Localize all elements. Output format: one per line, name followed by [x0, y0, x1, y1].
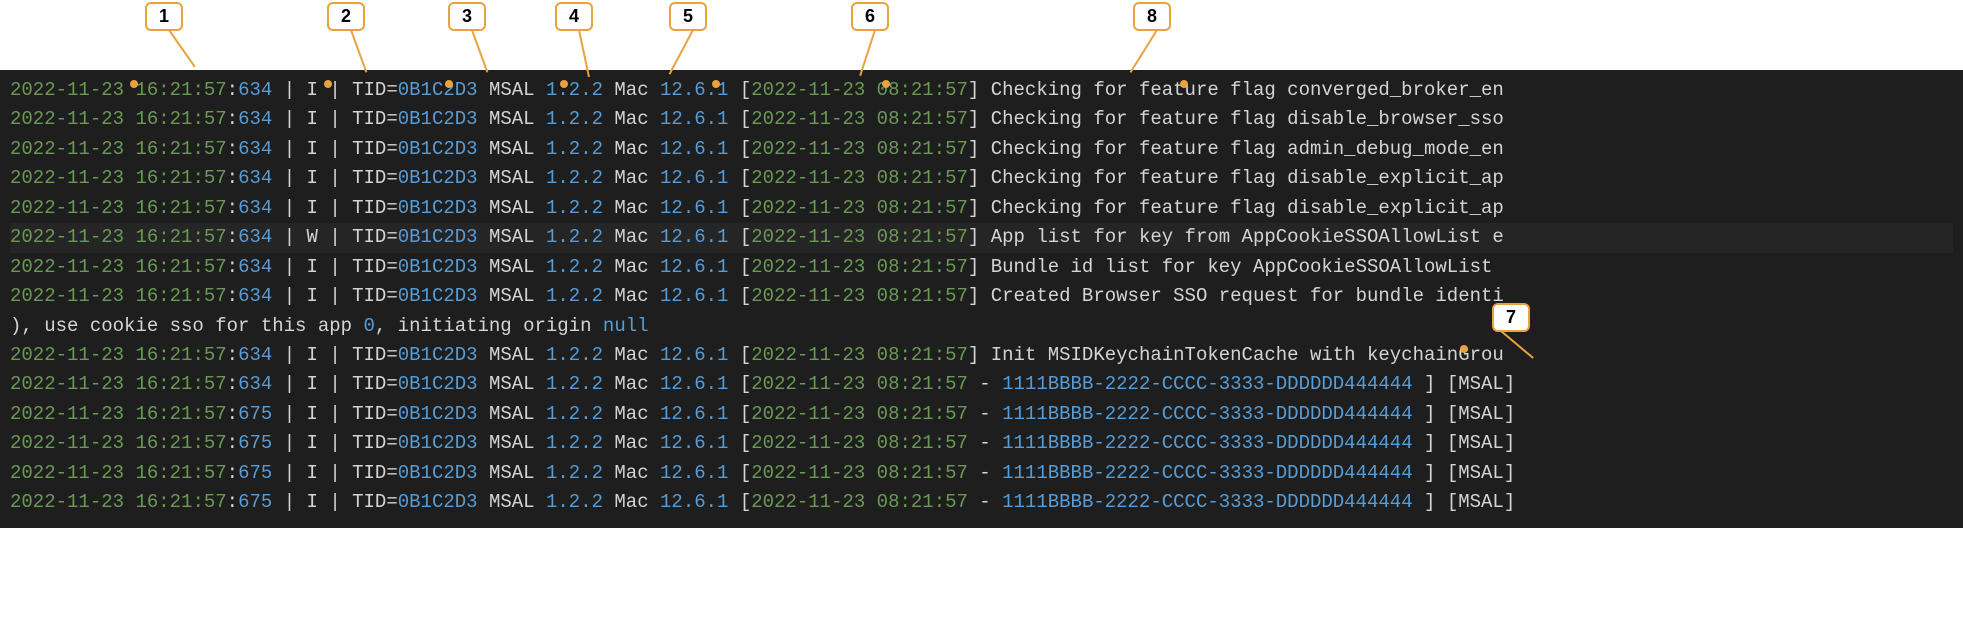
callout-box: 5: [669, 2, 707, 31]
callout-dot: [324, 80, 332, 88]
log-line: 2022-11-23 16:21:57:634 | I | TID=0B1C2D…: [10, 253, 1953, 282]
log-line: 2022-11-23 16:21:57:634 | I | TID=0B1C2D…: [10, 105, 1953, 134]
log-line-guid: 2022-11-23 16:21:57:675 | I | TID=0B1C2D…: [10, 459, 1953, 488]
log-line: 2022-11-23 16:21:57:634 | I | TID=0B1C2D…: [10, 76, 1953, 105]
callout-dot: [560, 80, 568, 88]
log-line: 2022-11-23 16:21:57:634 | I | TID=0B1C2D…: [10, 282, 1953, 311]
callout-box: 7: [1492, 303, 1530, 332]
callout-dot: [1460, 345, 1468, 353]
log-line: 2022-11-23 16:21:57:634 | I | TID=0B1C2D…: [10, 341, 1953, 370]
callout-dot: [130, 80, 138, 88]
callout-dot: [712, 80, 720, 88]
callout-box: 8: [1133, 2, 1171, 31]
callout-row: 1 2 3 4 5 6 8: [0, 0, 1963, 70]
callout-box: 6: [851, 2, 889, 31]
callout-dot: [445, 80, 453, 88]
log-line-guid: 2022-11-23 16:21:57:675 | I | TID=0B1C2D…: [10, 429, 1953, 458]
callout-box: 1: [145, 2, 183, 31]
log-line: 2022-11-23 16:21:57:634 | I | TID=0B1C2D…: [10, 194, 1953, 223]
log-line-guid: 2022-11-23 16:21:57:675 | I | TID=0B1C2D…: [10, 400, 1953, 429]
callout-box: 3: [448, 2, 486, 31]
log-line-guid: 2022-11-23 16:21:57:675 | I | TID=0B1C2D…: [10, 488, 1953, 517]
callout-8: 8: [1133, 2, 1171, 31]
callout-5: 5: [669, 2, 707, 31]
log-line: 2022-11-23 16:21:57:634 | I | TID=0B1C2D…: [10, 164, 1953, 193]
callout-3: 3: [448, 2, 486, 31]
callout-2: 2: [327, 2, 365, 31]
log-line-continuation: ), use cookie sso for this app 0, initia…: [10, 312, 1953, 341]
callout-4: 4: [555, 2, 593, 31]
log-viewer: 2022-11-23 16:21:57:634 | I | TID=0B1C2D…: [0, 70, 1963, 528]
log-line: 2022-11-23 16:21:57:634 | I | TID=0B1C2D…: [10, 135, 1953, 164]
callout-box: 2: [327, 2, 365, 31]
callout-1: 1: [145, 2, 183, 31]
log-line-guid: 2022-11-23 16:21:57:634 | I | TID=0B1C2D…: [10, 370, 1953, 399]
callout-dot: [1180, 80, 1188, 88]
callout-box: 4: [555, 2, 593, 31]
callout-dot: [882, 80, 890, 88]
log-line: 2022-11-23 16:21:57:634 | W | TID=0B1C2D…: [10, 223, 1953, 252]
callout-7: 7: [1492, 303, 1530, 332]
callout-6: 6: [851, 2, 889, 31]
